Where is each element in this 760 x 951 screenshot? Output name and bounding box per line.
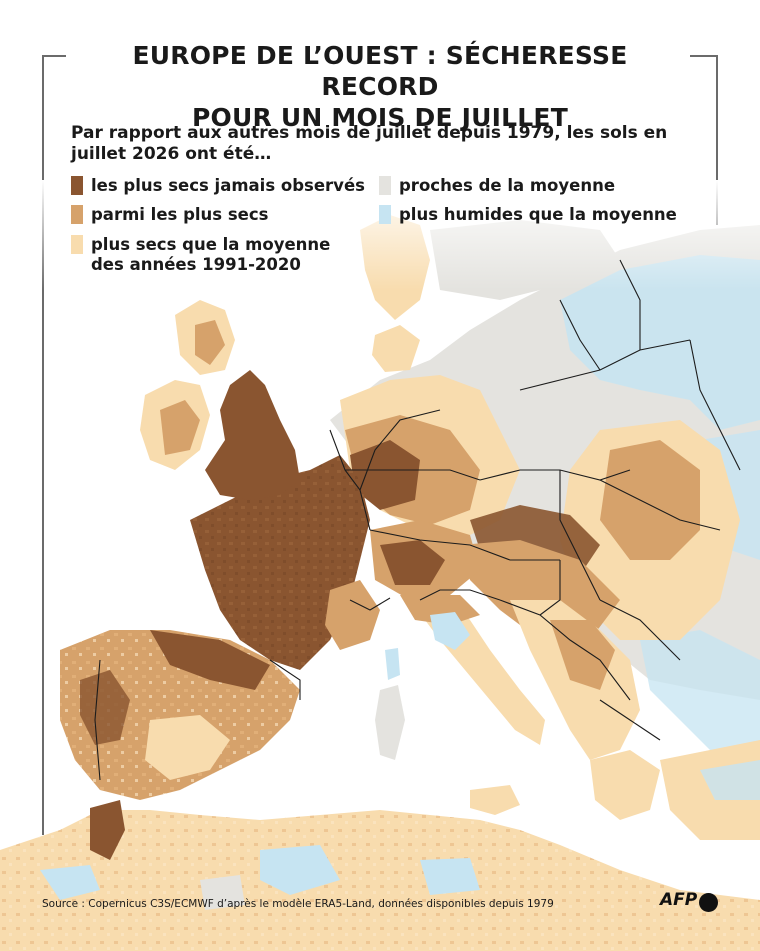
frame-left-line [42,55,44,835]
region-italy-north [400,595,480,625]
source-credit: Source : Copernicus C3S/ECMWF d’après le… [42,898,554,910]
title-line-1: EUROPE DE L’OUEST : SÉCHERESSE RECORD [132,41,628,101]
region-great-britain [205,370,300,500]
region-africa-grey [200,875,245,910]
region-denmark [372,325,420,372]
region-italy-wet [430,612,470,650]
frame-top-right-line [690,55,717,57]
country-borders [94,259,741,781]
legend-label-wetter: plus humides que la moyenne [399,205,677,224]
region-north-africa-texture [0,810,760,951]
legend-intro: Par rapport aux autres mois de juillet d… [71,123,668,164]
region-africa-wet-1 [40,865,100,900]
region-wet-northeast [560,255,760,430]
region-alps-dark [380,540,445,585]
frame-top-left-line [42,55,66,57]
frame-right-line [716,55,718,225]
region-iberia-light [145,715,230,780]
region-turkey-wet [700,760,760,800]
region-greece [590,750,660,820]
title-line-2: POUR UN MOIS DE JUILLET [192,103,568,132]
legend-swatch-near-average [379,176,391,195]
region-sardinia [375,685,405,760]
legend-label-drier-than-average: plus secs que la moyenne des années 1991… [91,235,330,275]
legend-backdrop [44,120,714,215]
region-morocco-dark [90,800,125,860]
region-africa-wet-3 [420,858,480,895]
legend-label-record-dry: les plus secs jamais observés [91,176,365,195]
region-scotland-medium [195,320,225,365]
region-ireland-medium [160,400,200,455]
legend-swatch-among-driest [71,205,83,224]
region-corsica [385,648,400,680]
region-sicily [470,785,520,815]
region-east-dry-medium [600,440,700,560]
legend-label-drier-line-2: des années 1991-2020 [91,255,301,274]
legend-label-among-driest: parmi les plus secs [91,205,269,224]
region-balkans-wet [640,630,760,760]
afp-logo-dot [699,893,718,912]
region-germany-dark [350,440,420,510]
region-france-texture [190,455,370,670]
legend-label-drier-line-1: plus secs que la moyenne [91,235,331,254]
afp-logo: AFP [660,890,698,910]
legend-label-near-average: proches de la moyenne [399,176,616,195]
page-title: EUROPE DE L’OUEST : SÉCHERESSE RECORD PO… [70,40,690,133]
region-iberia-west-dark [80,670,130,745]
legend-backdrop-left [44,215,344,290]
region-iberia-north-dark [150,630,270,690]
legend-swatch-record-dry [71,176,83,195]
region-france-se-medium [325,580,380,650]
legend-swatch-drier-than-average [71,235,83,254]
legend-swatch-wetter [379,205,391,224]
region-africa-wet-2 [260,845,340,895]
